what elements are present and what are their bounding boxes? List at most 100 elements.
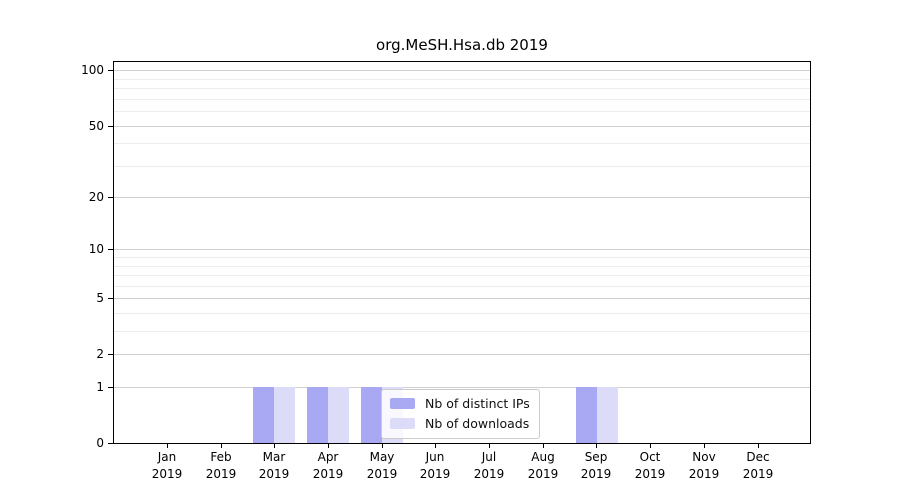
x-tick-month: Oct: [639, 450, 661, 464]
x-axis-tick: [489, 444, 490, 448]
gridline-minor: [114, 98, 810, 100]
x-tick-month: Jul: [481, 450, 497, 464]
x-tick-year: 2019: [366, 467, 398, 481]
y-axis-tick-label: 0: [96, 436, 104, 450]
y-axis-tick: [108, 443, 113, 444]
bar-nb-of-downloads-mar: [274, 387, 296, 443]
x-axis-tick-label: Jan 2019: [139, 449, 195, 483]
x-tick-month: Dec: [746, 450, 770, 464]
x-tick-year: 2019: [419, 467, 451, 481]
x-axis-tick-label: Apr 2019: [300, 449, 356, 483]
x-axis-tick-label: Jul 2019: [461, 449, 517, 483]
gridline-minor: [114, 143, 810, 145]
x-tick-year: 2019: [151, 467, 183, 481]
y-axis-tick: [108, 387, 113, 388]
gridline-major: [114, 249, 810, 251]
x-tick-month: Jan: [157, 450, 177, 464]
gridline-minor: [114, 165, 810, 167]
y-axis-tick-label: 2: [96, 347, 104, 361]
legend: Nb of distinct IPs Nb of downloads: [381, 389, 540, 439]
gridline-major: [114, 125, 810, 127]
x-axis-tick: [543, 444, 544, 448]
x-tick-year: 2019: [205, 467, 237, 481]
y-axis-tick: [108, 126, 113, 127]
gridline-major: [114, 70, 810, 72]
gridline-minor: [114, 313, 810, 314]
y-axis-tick: [108, 354, 113, 355]
x-axis-tick: [382, 444, 383, 448]
gridline-minor: [114, 111, 810, 113]
gridline-minor: [114, 331, 810, 333]
gridline-major: [114, 354, 810, 356]
y-axis-tick: [108, 249, 113, 250]
x-axis-tick: [596, 444, 597, 448]
bar-nb-of-distinct-ips-sep: [575, 387, 597, 443]
legend-item-nb-of-distinct-ips: Nb of distinct IPs: [390, 395, 530, 412]
x-tick-year: 2019: [580, 467, 612, 481]
x-tick-month: Nov: [692, 450, 716, 464]
x-axis-tick: [704, 444, 705, 448]
x-axis-tick-label: Mar 2019: [246, 449, 302, 483]
gridline-minor: [114, 78, 810, 80]
bar-nb-of-distinct-ips-mar: [253, 387, 275, 443]
x-tick-year: 2019: [527, 467, 559, 481]
y-axis-tick: [108, 70, 113, 71]
x-axis-tick-label: Nov 2019: [676, 449, 732, 483]
y-axis-tick-label: 5: [96, 291, 104, 305]
gridline-minor: [114, 275, 810, 277]
x-axis-tick-label: Jun 2019: [407, 449, 463, 483]
legend-swatch-nb-of-distinct-ips: [390, 398, 415, 409]
bar-nb-of-distinct-ips-apr: [307, 387, 328, 443]
x-tick-month: Mar: [262, 450, 286, 464]
x-axis-tick-label: Feb 2019: [193, 449, 249, 483]
x-axis-tick: [167, 444, 168, 448]
y-axis-tick: [108, 298, 113, 299]
x-tick-year: 2019: [258, 467, 290, 481]
x-axis-tick: [274, 444, 275, 448]
y-axis-tick-label: 10: [88, 242, 104, 256]
x-axis-tick-label: May 2019: [354, 449, 410, 483]
gridline-minor: [114, 88, 810, 90]
x-tick-month: Jun: [425, 450, 445, 464]
x-axis-tick-label: Sep 2019: [568, 449, 624, 483]
x-tick-year: 2019: [473, 467, 505, 481]
y-axis-tick: [108, 197, 113, 198]
x-axis-tick: [435, 444, 436, 448]
x-tick-month: Aug: [531, 450, 555, 464]
x-tick-month: Feb: [210, 450, 232, 464]
bar-nb-of-downloads-apr: [328, 387, 349, 443]
chart-title: org.MeSH.Hsa.db 2019: [376, 36, 548, 54]
bar-nb-of-distinct-ips-may: [360, 387, 382, 443]
plot-frame: [113, 61, 811, 444]
y-axis-tick-label: 50: [88, 119, 104, 133]
legend-item-nb-of-downloads: Nb of downloads: [390, 415, 530, 432]
gridline-major: [114, 387, 810, 388]
y-axis-tick-label: 20: [88, 190, 104, 204]
x-tick-month: Sep: [584, 450, 608, 464]
gridline-minor: [114, 285, 810, 287]
x-tick-year: 2019: [742, 467, 774, 481]
x-tick-year: 2019: [634, 467, 666, 481]
bar-nb-of-downloads-sep: [596, 387, 618, 443]
x-axis-tick-label: Oct 2019: [622, 449, 678, 483]
x-axis-tick-label: Aug 2019: [515, 449, 571, 483]
x-tick-year: 2019: [688, 467, 720, 481]
x-axis-tick-label: Dec 2019: [730, 449, 786, 483]
x-axis-tick: [328, 444, 329, 448]
y-axis-tick-label: 1: [96, 380, 104, 394]
x-axis-tick: [221, 444, 222, 448]
x-axis-tick: [650, 444, 651, 448]
x-tick-month: Apr: [317, 450, 339, 464]
y-axis-tick-label: 100: [81, 63, 104, 77]
x-axis-tick: [758, 444, 759, 448]
x-tick-year: 2019: [312, 467, 344, 481]
legend-swatch-nb-of-downloads: [390, 418, 415, 429]
legend-label-nb-of-distinct-ips: Nb of distinct IPs: [425, 396, 530, 411]
gridline-major: [114, 298, 810, 300]
x-tick-month: May: [369, 450, 395, 464]
legend-label-nb-of-downloads: Nb of downloads: [425, 416, 530, 431]
gridline-minor: [114, 257, 810, 259]
gridline-minor: [114, 265, 810, 267]
gridline-major: [114, 197, 810, 199]
